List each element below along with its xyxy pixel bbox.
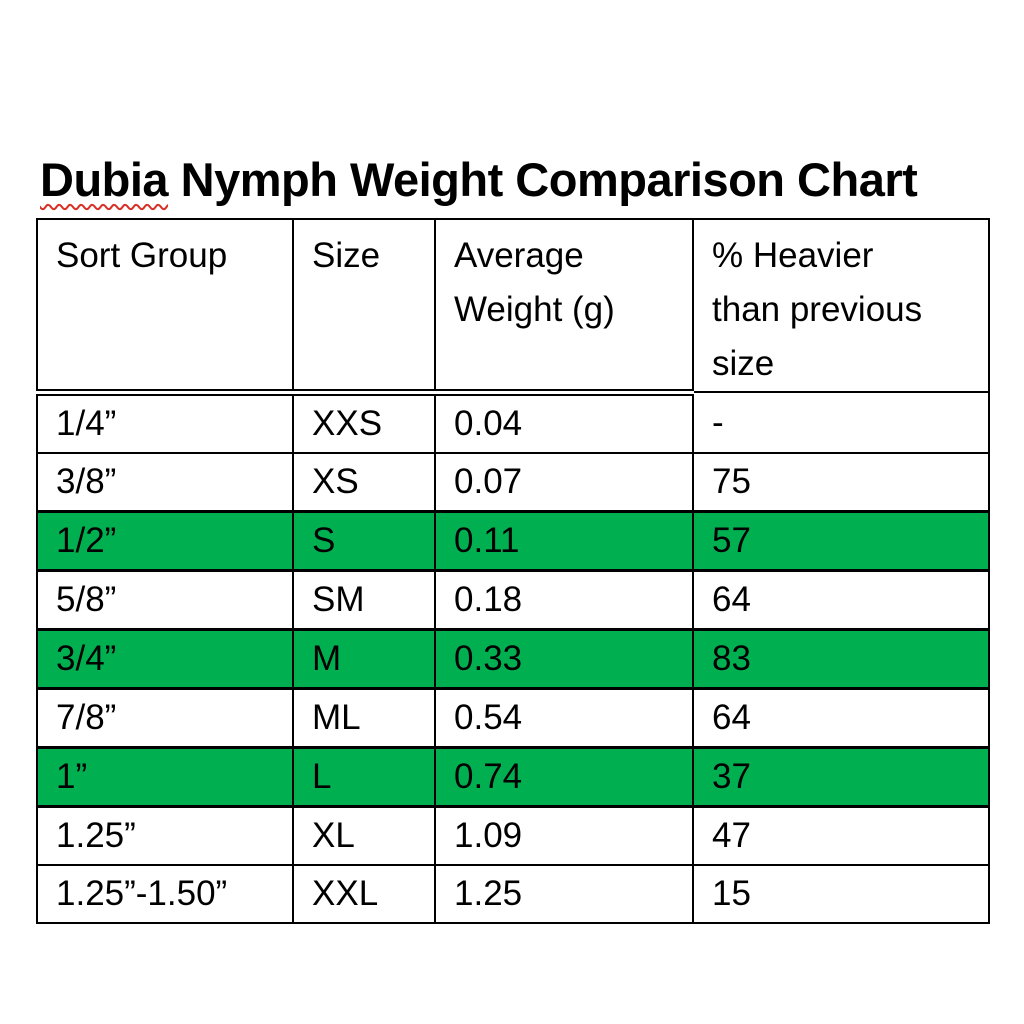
cell-size: XXS [292,391,436,454]
table-row: 1.25”-1.50” XXL 1.25 15 [36,863,990,924]
page-title: Dubia Nymph Weight Comparison Chart [40,152,918,207]
cell-average-weight: 0.04 [434,391,694,454]
cell-pct-heavier: 64 [692,569,990,630]
cell-sort-group: 7/8” [36,687,294,748]
header-row: Sort Group Size Average Weight (g) % Hea… [36,218,990,396]
header-cell-average-weight: Average Weight (g) [434,218,694,396]
cell-average-weight: 1.25 [434,863,694,924]
cell-pct-heavier: - [692,391,990,454]
cell-average-weight: 0.18 [434,569,694,630]
cell-pct-heavier: 83 [692,627,990,690]
cell-average-weight: 0.07 [434,451,694,512]
cell-size: ML [292,687,436,748]
cell-sort-group: 1/2” [36,509,294,572]
cell-average-weight: 0.11 [434,509,694,572]
cell-size: S [292,509,436,572]
cell-sort-group: 1/4” [36,391,294,454]
table-row: 5/8” SM 0.18 64 [36,569,990,630]
table-row: 1” L 0.74 37 [36,745,990,808]
table-row: 7/8” ML 0.54 64 [36,687,990,748]
cell-size: XL [292,805,436,866]
header-cell-size: Size [292,218,436,396]
cell-sort-group: 1.25”-1.50” [36,863,294,924]
cell-pct-heavier: 57 [692,509,990,572]
cell-size: SM [292,569,436,630]
cell-sort-group: 5/8” [36,569,294,630]
table-row: 1.25” XL 1.09 47 [36,805,990,866]
cell-pct-heavier: 37 [692,745,990,808]
cell-sort-group: 1” [36,745,294,808]
table-row: 3/4” M 0.33 83 [36,627,990,690]
table-row: 1/2” S 0.11 57 [36,509,990,572]
cell-sort-group: 3/8” [36,451,294,512]
cell-average-weight: 0.74 [434,745,694,808]
header-cell-pct-heavier: % Heavier than previous size [692,218,990,393]
table-row: 3/8” XS 0.07 75 [36,451,990,512]
cell-sort-group: 1.25” [36,805,294,866]
cell-average-weight: 0.54 [434,687,694,748]
cell-size: L [292,745,436,808]
cell-pct-heavier: 47 [692,805,990,866]
cell-size: XS [292,451,436,512]
cell-size: M [292,627,436,690]
title-rest: Nymph Weight Comparison Chart [168,153,918,207]
cell-sort-group: 3/4” [36,627,294,690]
cell-average-weight: 0.33 [434,627,694,690]
cell-size: XXL [292,863,436,924]
title-misspelled-word: Dubia [40,153,169,207]
cell-average-weight: 1.09 [434,805,694,866]
header-cell-sort-group: Sort Group [36,218,294,396]
table-row: 1/4” XXS 0.04 - [36,391,990,454]
weight-comparison-table: Sort Group Size Average Weight (g) % Hea… [36,218,990,924]
cell-pct-heavier: 64 [692,687,990,748]
cell-pct-heavier: 15 [692,863,990,924]
cell-pct-heavier: 75 [692,451,990,512]
